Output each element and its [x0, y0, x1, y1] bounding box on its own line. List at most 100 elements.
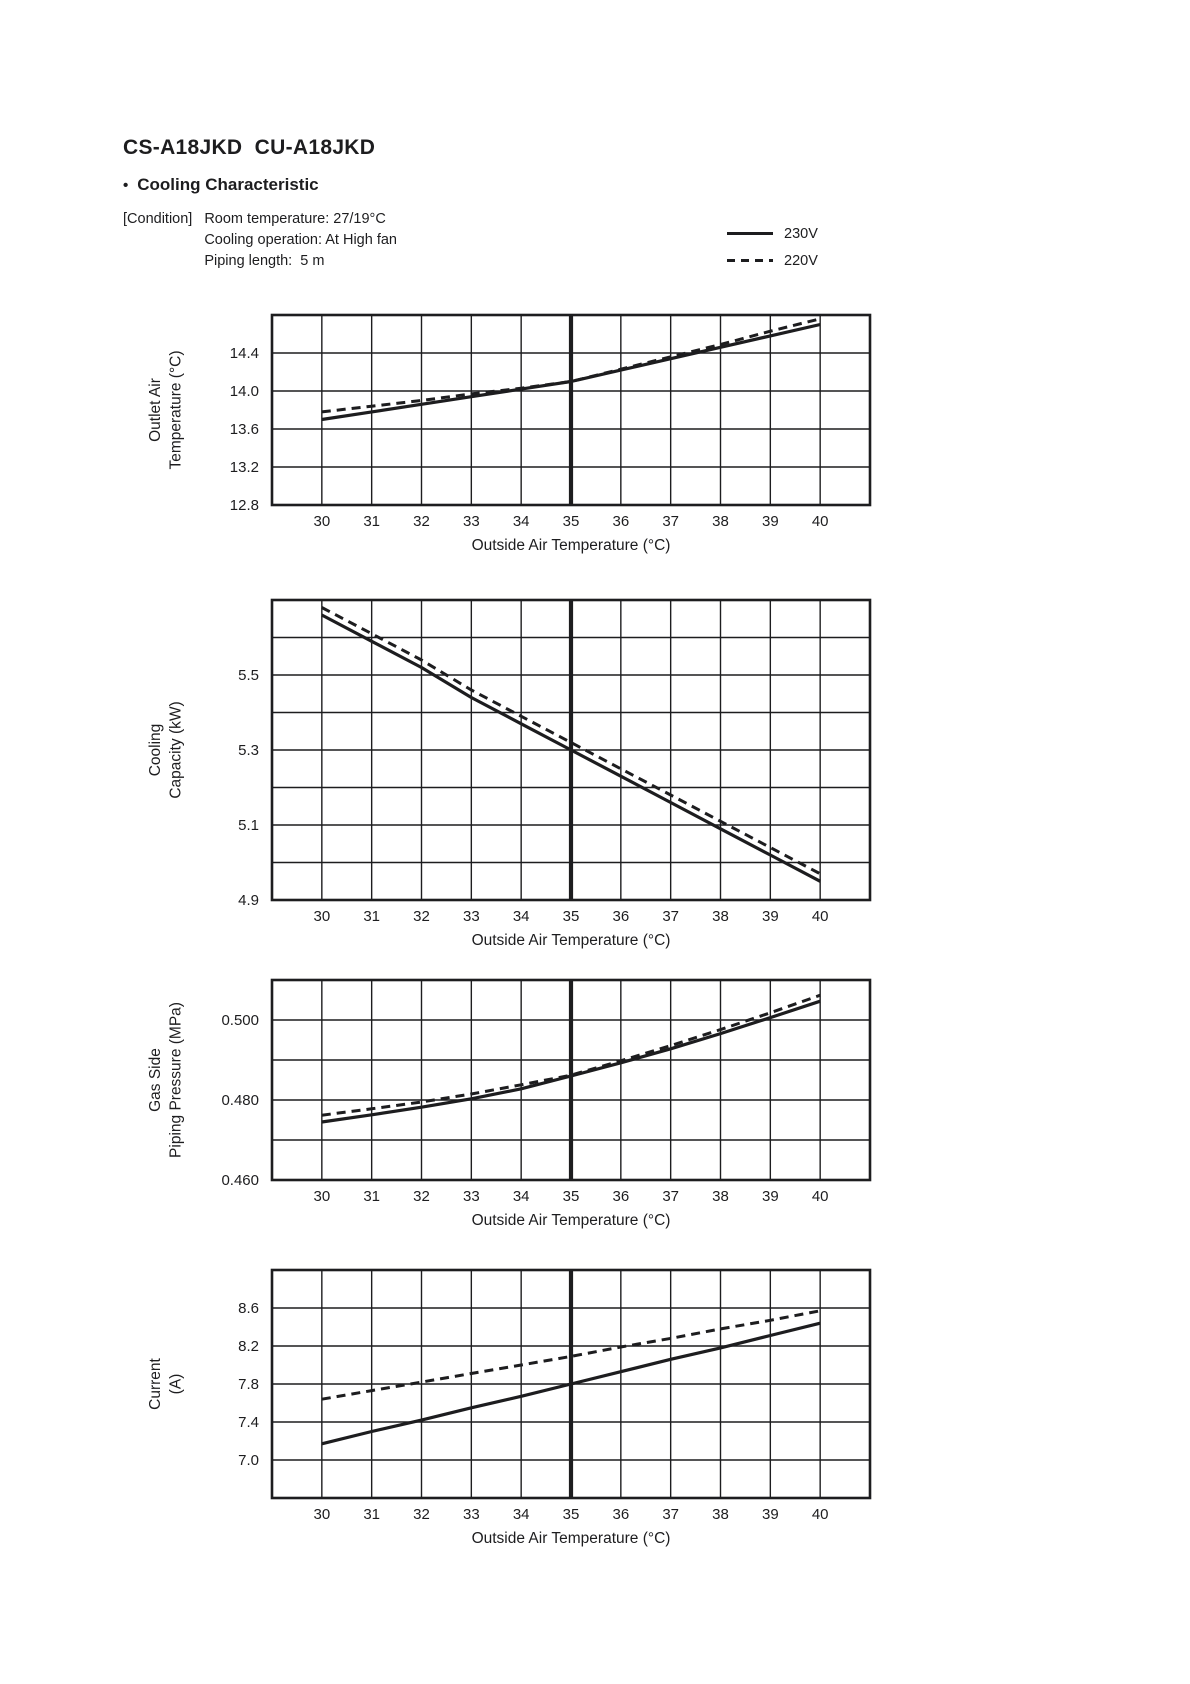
- series-line-220v: [321, 606, 821, 876]
- condition-label: [Condition]: [123, 211, 193, 227]
- x-axis-title: Outside Air Temperature (°C): [472, 932, 671, 949]
- legend-item-230v: 230V: [727, 220, 818, 247]
- legend-label-220v: 220V: [784, 252, 818, 269]
- chart-gas-side-piping-pressure: 0.500 0.480 0.460 30 31 32 33 34 35 36 37 38 39 40 Out…: [118, 948, 918, 1242]
- y-tick-label: 4.9: [238, 892, 259, 909]
- x-tick-label: 36: [612, 513, 629, 530]
- x-tick-labels: 30 31 32 33 34 35 36 37 38 39 40: [313, 908, 828, 925]
- y-tick-label: 0.500: [221, 1012, 259, 1029]
- x-tick-label: 37: [662, 1188, 679, 1205]
- y-tick-label: 7.8: [238, 1376, 259, 1393]
- x-tick-label: 32: [413, 513, 430, 530]
- x-tick-label: 36: [612, 1506, 629, 1523]
- legend-label-230v: 230V: [784, 225, 818, 242]
- y-tick-label: 12.8: [230, 497, 259, 514]
- x-tick-label: 32: [413, 1506, 430, 1523]
- x-tick-label: 30: [313, 908, 330, 925]
- x-tick-label: 39: [762, 1188, 779, 1205]
- plot-border: [270, 313, 872, 507]
- chart-outlet-air-temperature: 14.4 14.0 13.6 13.2 12.8 30 31 32 33 34 35 36 37 38 39…: [118, 283, 918, 567]
- current-chart-canvas: 8.6 8.2 7.8 7.4 7.0 30 31 32 33 34 35 36 37 38 39 40 Out…: [147, 1268, 872, 1547]
- legend: 230V 220V: [727, 220, 818, 274]
- condition-line-cooling-operation: Cooling operation: At High fan: [204, 232, 397, 248]
- y-tick-label: 7.0: [238, 1452, 259, 1469]
- x-tick-label: 39: [762, 908, 779, 925]
- y-tick-label: 14.4: [230, 345, 259, 362]
- y-axis-title-line: Piping Pressure (MPa): [168, 1002, 185, 1158]
- x-tick-label: 32: [413, 1188, 430, 1205]
- plot-border: [270, 978, 872, 1182]
- x-tick-label: 31: [363, 1506, 380, 1523]
- series-line-230v: [321, 999, 821, 1124]
- legend-item-220v: 220V: [727, 247, 818, 274]
- y-axis-title-line: (A): [168, 1374, 185, 1395]
- x-tick-label: 40: [812, 513, 829, 530]
- x-tick-label: 37: [662, 908, 679, 925]
- series-line-230v: [321, 322, 821, 422]
- gas-side-piping-pressure-chart-canvas: 0.500 0.480 0.460 30 31 32 33 34 35 36 37 38 39 40 Out…: [147, 978, 872, 1229]
- condition-line-room-temperature: Room temperature: 27/19°C: [204, 211, 386, 227]
- x-tick-label: 31: [363, 513, 380, 530]
- y-tick-label: 5.5: [238, 667, 259, 684]
- x-tick-label: 30: [313, 513, 330, 530]
- x-axis-title: Outside Air Temperature (°C): [472, 537, 671, 554]
- y-axis-title-line: Gas Side: [147, 1048, 164, 1112]
- y-axis-title-line: Current: [147, 1357, 164, 1409]
- y-axis-title-line: Outlet Air: [147, 378, 164, 442]
- y-tick-label: 13.2: [230, 459, 259, 476]
- x-tick-labels: 30 31 32 33 34 35 36 37 38 39 40: [313, 1506, 828, 1523]
- condition-block: [Condition] Room temperature: 27/19°C Co…: [123, 209, 397, 272]
- outlet-air-temperature-chart-canvas: 14.4 14.0 13.6 13.2 12.8 30 31 32 33 34 35 36 37 38 39…: [147, 313, 872, 554]
- y-axis-title-line: Temperature (°C): [168, 350, 185, 469]
- x-tick-label: 40: [812, 1188, 829, 1205]
- x-tick-label: 31: [363, 908, 380, 925]
- chart-cooling-capacity: 5.5 5.3 5.1 4.9 30 31 32 33 34 35 36 37 38 39 40 Outsid…: [118, 568, 918, 962]
- y-tick-label: 0.480: [221, 1092, 259, 1109]
- x-tick-label: 34: [513, 1506, 530, 1523]
- x-tick-label: 33: [463, 513, 480, 530]
- x-tick-label: 37: [662, 1506, 679, 1523]
- y-tick-label: 14.0: [230, 383, 259, 400]
- y-tick-labels: 8.6 8.2 7.8 7.4 7.0: [238, 1300, 259, 1469]
- x-tick-labels: 30 31 32 33 34 35 36 37 38 39 40: [313, 513, 828, 530]
- x-tick-label: 39: [762, 1506, 779, 1523]
- section-heading: • Cooling Characteristic: [123, 175, 319, 195]
- gridlines: [272, 315, 870, 505]
- condition-line-piping-length: Piping length: 5 m: [204, 253, 325, 269]
- y-tick-labels: 0.500 0.480 0.460: [221, 1012, 259, 1189]
- x-tick-label: 34: [513, 1188, 530, 1205]
- x-tick-label: 34: [513, 513, 530, 530]
- x-tick-label: 32: [413, 908, 430, 925]
- series-line-230v: [321, 1321, 821, 1446]
- x-tick-label: 37: [662, 513, 679, 530]
- x-tick-label: 36: [612, 908, 629, 925]
- x-axis-title: Outside Air Temperature (°C): [472, 1530, 671, 1547]
- x-tick-label: 33: [463, 1188, 480, 1205]
- cooling-capacity-chart-canvas: 5.5 5.3 5.1 4.9 30 31 32 33 34 35 36 37 38 39 40 Outsid…: [147, 598, 872, 949]
- y-tick-label: 8.2: [238, 1338, 259, 1355]
- y-axis-title-line: Capacity (kW): [168, 701, 185, 798]
- x-tick-label: 34: [513, 908, 530, 925]
- x-tick-label: 35: [563, 1188, 580, 1205]
- x-tick-label: 31: [363, 1188, 380, 1205]
- x-tick-label: 33: [463, 1506, 480, 1523]
- x-tick-label: 33: [463, 908, 480, 925]
- series-line-220v: [321, 993, 821, 1117]
- series-line-220v: [321, 317, 821, 414]
- y-tick-labels: 14.4 14.0 13.6 13.2 12.8: [230, 345, 259, 514]
- y-tick-label: 0.460: [221, 1172, 259, 1189]
- x-tick-label: 38: [712, 1506, 729, 1523]
- y-axis-title-line: Cooling: [147, 724, 164, 777]
- chart-current: 8.6 8.2 7.8 7.4 7.0 30 31 32 33 34 35 36 37 38 39 40 Out…: [118, 1238, 918, 1560]
- condition-lines: Room temperature: 27/19°C Cooling operat…: [204, 209, 397, 272]
- section-title: Cooling Characteristic: [137, 175, 319, 194]
- x-tick-label: 40: [812, 1506, 829, 1523]
- x-axis-title: Outside Air Temperature (°C): [472, 1212, 671, 1229]
- x-tick-label: 40: [812, 908, 829, 925]
- y-tick-labels: 5.5 5.3 5.1 4.9: [238, 667, 259, 909]
- x-tick-label: 38: [712, 1188, 729, 1205]
- x-tick-label: 35: [563, 1506, 580, 1523]
- series-line-230v: [321, 613, 821, 883]
- dashed-line-swatch: [727, 259, 773, 262]
